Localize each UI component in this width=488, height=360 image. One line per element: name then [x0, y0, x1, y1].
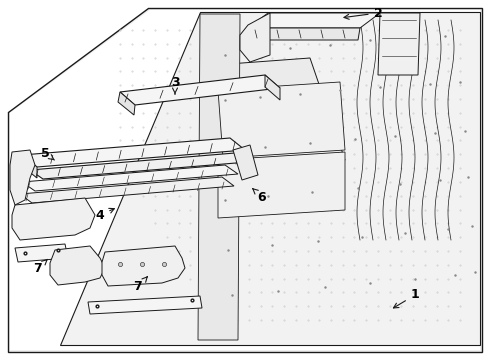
Polygon shape [15, 244, 68, 262]
Polygon shape [22, 138, 244, 167]
Polygon shape [22, 165, 238, 191]
Polygon shape [264, 75, 280, 100]
Polygon shape [50, 246, 105, 285]
Text: 6: 6 [252, 189, 266, 203]
Polygon shape [215, 58, 345, 168]
Polygon shape [10, 10, 479, 350]
Polygon shape [10, 150, 35, 205]
Polygon shape [245, 28, 359, 40]
Polygon shape [88, 296, 202, 314]
Text: 7: 7 [34, 260, 47, 274]
Text: 3: 3 [170, 76, 179, 94]
Polygon shape [30, 153, 247, 179]
Polygon shape [12, 198, 95, 240]
Text: 7: 7 [133, 277, 147, 293]
Polygon shape [218, 152, 345, 218]
Polygon shape [232, 145, 258, 180]
Text: 5: 5 [41, 147, 54, 160]
Polygon shape [60, 12, 479, 345]
Polygon shape [22, 155, 37, 178]
Polygon shape [240, 13, 269, 62]
Polygon shape [377, 13, 419, 75]
Text: 1: 1 [393, 288, 419, 308]
Polygon shape [247, 13, 379, 28]
Polygon shape [118, 92, 135, 115]
Polygon shape [218, 82, 345, 158]
Polygon shape [20, 177, 234, 203]
Polygon shape [120, 75, 280, 105]
Polygon shape [8, 8, 481, 352]
Polygon shape [102, 246, 184, 286]
Text: 4: 4 [96, 208, 114, 221]
Text: 2: 2 [343, 6, 382, 19]
Polygon shape [198, 14, 240, 340]
